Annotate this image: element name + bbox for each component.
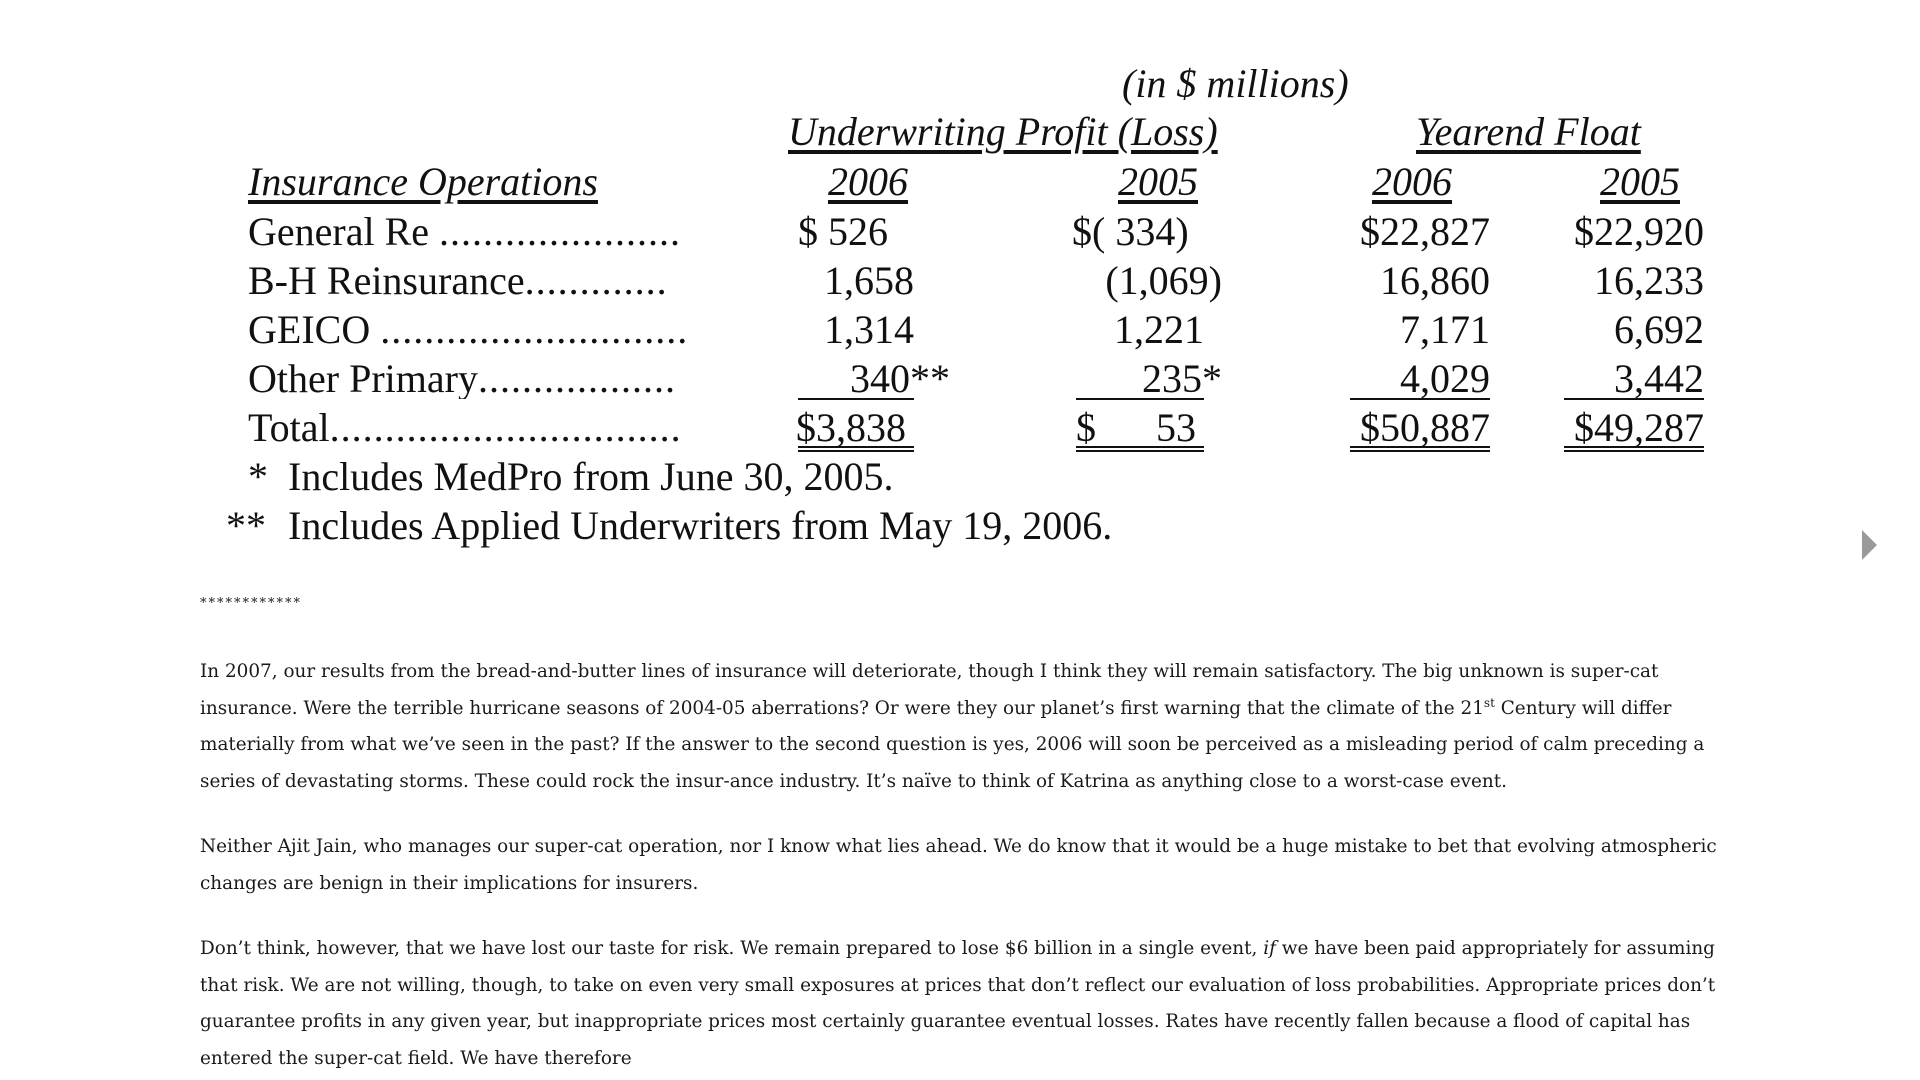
- cell-fl2006: $50,887: [1360, 405, 1490, 450]
- cell-uw2006: 1,658: [824, 258, 914, 303]
- col-uw-2005: 2005: [1118, 159, 1198, 204]
- section-separator: ************: [200, 596, 302, 611]
- table-row-label: Other Primary..................: [248, 359, 676, 399]
- paragraph: In 2007, our results from the bread-and-…: [200, 661, 1705, 792]
- cell-fl2005: 3,442: [1614, 356, 1704, 401]
- paragraph: Don’t think, however, that we have lost …: [200, 938, 1716, 1069]
- cell-fl2006: 16,860: [1380, 258, 1490, 303]
- cell-uw2005: $ 53: [1076, 405, 1196, 450]
- subtotal-rule: [1350, 398, 1490, 400]
- float-group-header: Yearend Float: [1416, 109, 1641, 154]
- subtotal-rule: [1564, 398, 1704, 400]
- cell-fl2005: 16,233: [1594, 258, 1704, 303]
- insurance-operations-table: (in $ millions) Underwriting Profit (Los…: [226, 61, 1704, 548]
- total-double-rule: [1350, 446, 1490, 452]
- cell-fl2005: 6,692: [1614, 307, 1704, 352]
- cell-fl2006: 7,171: [1400, 307, 1490, 352]
- col-uw-2006: 2006: [828, 159, 908, 204]
- cell-uw2005: $( 334): [1072, 209, 1189, 254]
- cell-uw2005: (1,069): [1105, 258, 1222, 303]
- total-double-rule: [1564, 446, 1704, 452]
- cell-uw2006: $3,838: [796, 405, 906, 450]
- cell-uw2005: 235*: [1142, 356, 1222, 401]
- total-double-rule: [798, 446, 914, 452]
- table-row-label: B-H Reinsurance.............: [248, 261, 668, 301]
- footnote-mark: **: [226, 503, 266, 548]
- cell-fl2006: 4,029: [1400, 356, 1490, 401]
- paragraph: Neither Ajit Jain, who manages our super…: [200, 836, 1717, 894]
- subtotal-rule: [1076, 398, 1204, 400]
- table-row-label: General Re ......................: [248, 212, 682, 252]
- row-header: Insurance Operations: [248, 159, 598, 204]
- footnote-text: Includes Applied Underwriters from May 1…: [288, 503, 1113, 548]
- col-float-2005: 2005: [1600, 159, 1680, 204]
- table-units-label: (in $ millions): [1122, 61, 1349, 106]
- table-row-label: GEICO ............................: [248, 310, 689, 350]
- table-row-label: Total................................: [248, 408, 682, 448]
- underwriting-group-header: Underwriting Profit (Loss): [788, 109, 1218, 154]
- cell-uw2006: 340**: [850, 356, 950, 401]
- cell-uw2005: 1,221: [1114, 307, 1204, 352]
- footnote-mark: *: [248, 454, 268, 499]
- col-float-2006: 2006: [1372, 159, 1452, 204]
- cell-uw2006: $ 526: [798, 209, 888, 254]
- cell-fl2005: $49,287: [1574, 405, 1704, 450]
- subtotal-rule: [798, 398, 914, 400]
- next-page-arrow-icon[interactable]: [1862, 530, 1877, 560]
- total-double-rule: [1076, 446, 1204, 452]
- footnote-text: Includes MedPro from June 30, 2005.: [288, 454, 894, 499]
- cell-uw2006: 1,314: [824, 307, 914, 352]
- cell-fl2005: $22,920: [1574, 209, 1704, 254]
- cell-fl2006: $22,827: [1360, 209, 1490, 254]
